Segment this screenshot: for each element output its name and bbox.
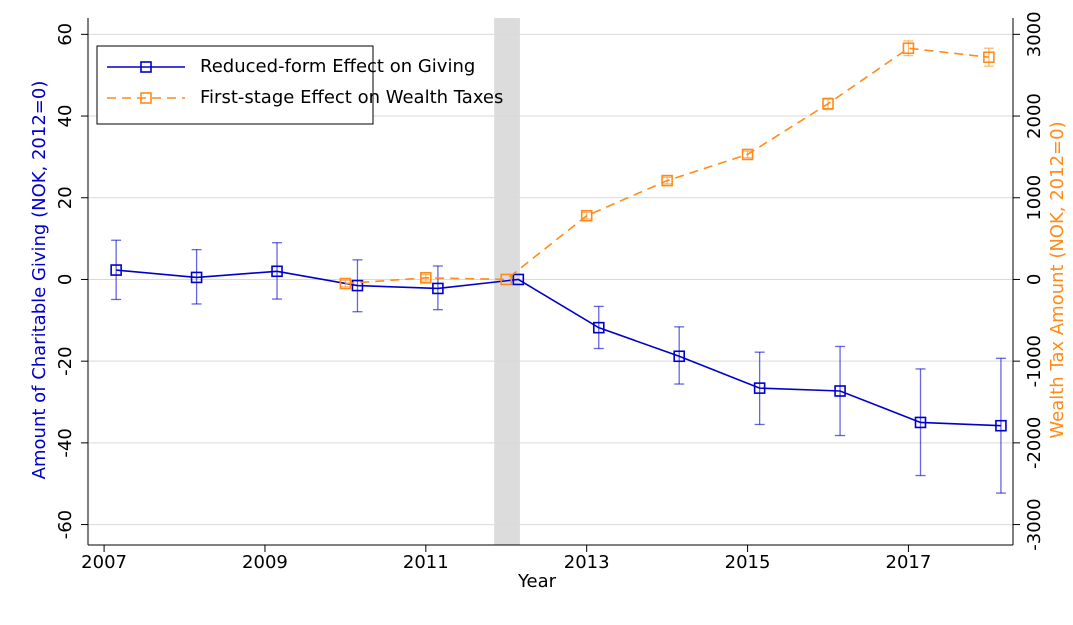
marker bbox=[580, 209, 593, 222]
marker bbox=[902, 42, 915, 55]
marker bbox=[271, 265, 283, 278]
marker bbox=[914, 416, 927, 429]
marker bbox=[592, 321, 605, 334]
y2-tick-label: 3000 bbox=[1024, 11, 1045, 57]
y-tick-label: 40 bbox=[55, 105, 76, 128]
series-line bbox=[345, 47, 989, 285]
marker bbox=[339, 277, 352, 290]
y2-tick-label: -1000 bbox=[1024, 335, 1045, 387]
x-tick-label: 2013 bbox=[564, 552, 610, 573]
legend-marker bbox=[140, 92, 152, 104]
y-tick-label: 0 bbox=[55, 274, 76, 285]
legend-marker bbox=[140, 61, 152, 73]
x-tick-label: 2011 bbox=[403, 552, 449, 573]
marker bbox=[753, 382, 766, 394]
marker bbox=[983, 51, 995, 64]
y-tick-label: -40 bbox=[55, 428, 76, 457]
legend-label: Reduced-form Effect on Giving bbox=[200, 56, 475, 77]
marker bbox=[500, 273, 513, 286]
series-line bbox=[116, 269, 1001, 427]
marker bbox=[822, 97, 834, 110]
legend-box bbox=[96, 45, 374, 125]
x-tick-label: 2009 bbox=[242, 552, 288, 573]
y2-tick-label: -3000 bbox=[1024, 498, 1045, 550]
y2-tick-label: -2000 bbox=[1024, 417, 1045, 469]
marker bbox=[741, 148, 754, 161]
y-tick-label: 20 bbox=[55, 186, 76, 209]
marker bbox=[420, 272, 432, 284]
marker bbox=[661, 174, 673, 187]
x-tick-label: 2017 bbox=[886, 552, 932, 573]
marker bbox=[432, 282, 444, 295]
y-axis-label: Amount of Charitable Giving (NOK, 2012=0… bbox=[29, 81, 50, 480]
error-bar bbox=[111, 239, 122, 301]
marker bbox=[995, 419, 1007, 432]
y2-tick-label: 1000 bbox=[1024, 175, 1045, 221]
y2-tick-label: 0 bbox=[1024, 274, 1045, 285]
y-tick-label: 60 bbox=[55, 23, 76, 46]
y2-tick-label: 2000 bbox=[1024, 93, 1045, 139]
y-tick-label: -60 bbox=[55, 510, 76, 539]
marker bbox=[673, 350, 685, 363]
marker bbox=[351, 279, 364, 292]
marker bbox=[834, 385, 846, 397]
x-tick-label: 2015 bbox=[725, 552, 771, 573]
x-axis-label: Year bbox=[517, 571, 557, 592]
legend-label: First-stage Effect on Wealth Taxes bbox=[200, 87, 503, 108]
marker bbox=[190, 271, 203, 284]
marker bbox=[512, 273, 525, 286]
x-tick-label: 2007 bbox=[81, 552, 127, 573]
y2-axis-label: Wealth Tax Amount (NOK, 2012=0) bbox=[1047, 121, 1068, 438]
y-tick-label: -20 bbox=[55, 346, 76, 375]
marker bbox=[110, 264, 122, 276]
